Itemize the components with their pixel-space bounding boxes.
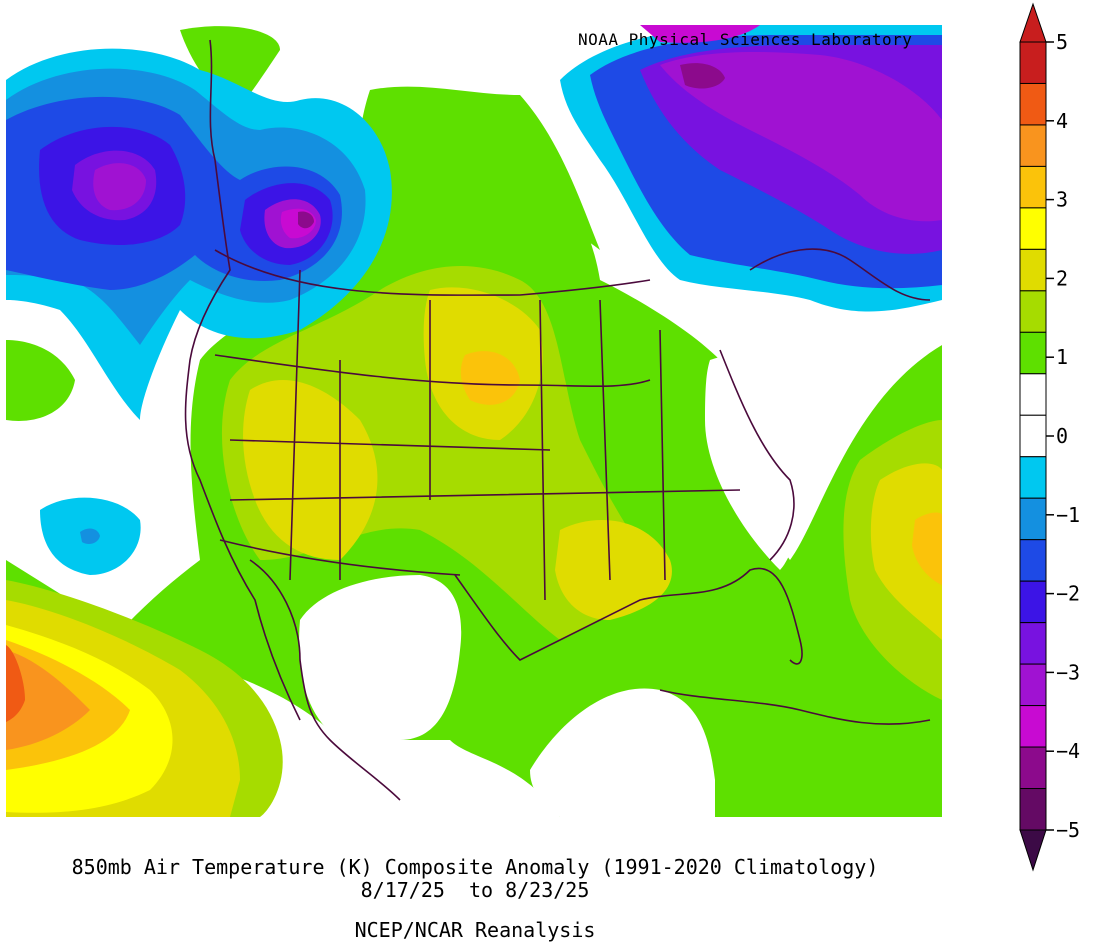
anomaly-positive-1-5-region: [221, 266, 650, 640]
colorbar-min-arrow: [1019, 829, 1047, 872]
colorbar-swatch: [1019, 248, 1047, 292]
colorbar-swatch: [1019, 539, 1047, 582]
title-line-2: 8/17/25 to 8/23/25: [360, 878, 590, 902]
colorbar-max-arrow: [1019, 2, 1047, 43]
colorbar-swatch: [1019, 414, 1047, 458]
title-line-3: NCEP/NCAR Reanalysis: [354, 918, 596, 942]
colorbar-tick-label: 0: [1056, 424, 1068, 448]
colorbar-swatch: [1019, 622, 1047, 665]
colorbar-swatch: [1019, 165, 1047, 209]
anomaly-neutral-mexico: [299, 575, 462, 740]
anomaly-map: [6, 25, 942, 820]
anomaly-positive-2-region: [243, 380, 378, 560]
title-line-1: 850mb Air Temperature (K) Composite Anom…: [71, 855, 879, 879]
colorbar-swatch: [1019, 663, 1047, 707]
anomaly-negative-4-5-northwest: [298, 211, 314, 229]
colorbar: 5 4 3 2 1 0 −1 −2 −3 −4 −5: [1019, 2, 1080, 872]
anomaly-positive-2-east: [870, 463, 942, 640]
anomaly-positive-1-north: [359, 86, 600, 250]
anomaly-negative-3-5-northwest: [93, 163, 146, 211]
colorbar-swatch: [1019, 207, 1047, 250]
credit-label: NOAA Physical Sciences Laboratory: [578, 30, 913, 49]
colorbar-tick-label: 3: [1056, 188, 1068, 212]
anomaly-neutral-east: [705, 320, 942, 570]
colorbar-tick-label: −2: [1056, 582, 1080, 606]
colorbar-tick-label: −3: [1056, 660, 1080, 684]
anomaly-positive-4-5-southwest: [6, 645, 25, 722]
anomaly-positive-2-5-plains: [460, 351, 520, 405]
colorbar-swatch: [1019, 788, 1047, 831]
colorbar-swatch: [1019, 82, 1047, 126]
anomaly-negative-4-northeast: [680, 63, 725, 89]
anomaly-positive-4-southwest: [6, 650, 90, 750]
colorbar-swatch: [1019, 290, 1047, 333]
anomaly-positive-2-5-east: [912, 512, 942, 585]
anomaly-positive-2-gulf: [555, 520, 672, 620]
colorbar-swatch: [1019, 705, 1047, 748]
anomaly-negative-3-5-northeast: [660, 52, 942, 222]
anomaly-negative-top-strip: [640, 25, 760, 43]
coastline-and-borders: [184, 39, 931, 801]
anomaly-negative-1-5-pacific: [80, 528, 100, 544]
colorbar-swatch: [1019, 124, 1047, 167]
colorbar-tick-label: −1: [1056, 503, 1080, 527]
colorbar-tick-label: 1: [1056, 345, 1068, 369]
colorbar-swatch: [1019, 746, 1047, 790]
anomaly-neutral-caribbean: [530, 688, 715, 817]
colorbar-tick-label: 5: [1056, 30, 1068, 54]
colorbar-tick-label: 4: [1056, 109, 1068, 133]
anomaly-positive-1-west: [6, 340, 75, 421]
colorbar-tick-label: 2: [1056, 266, 1068, 290]
colorbar-ticks: 5 4 3 2 1 0 −1 −2 −3 −4 −5: [1046, 30, 1080, 842]
colorbar-swatch: [1019, 331, 1047, 375]
colorbar-tick-label: −5: [1056, 818, 1080, 842]
colorbar-swatch: [1019, 497, 1047, 541]
colorbar-swatch: [1019, 456, 1047, 499]
colorbar-swatch: [1019, 580, 1047, 624]
colorbar-segments: [1019, 2, 1047, 872]
colorbar-swatch: [1019, 41, 1047, 84]
colorbar-tick-label: −4: [1056, 739, 1080, 763]
anomaly-positive-1-top: [180, 26, 280, 111]
colorbar-swatch: [1019, 373, 1047, 416]
